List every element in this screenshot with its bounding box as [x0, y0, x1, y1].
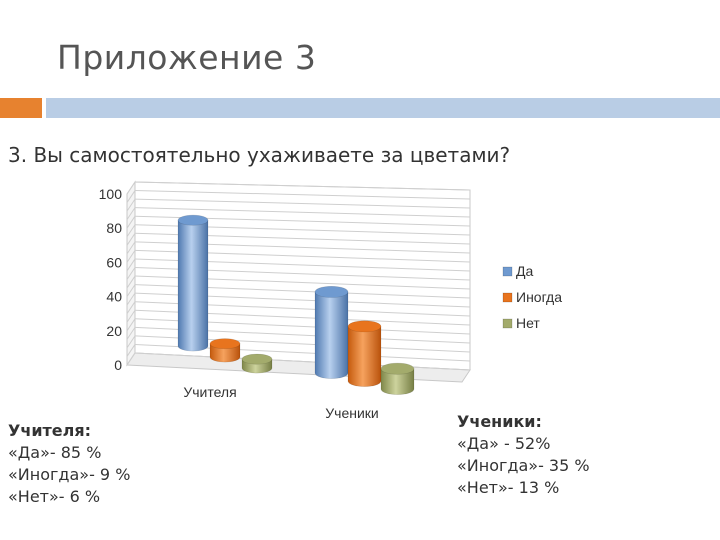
teachers-summary-yes: «Да»- 85 % [8, 443, 102, 462]
gridline-side [126, 250, 136, 263]
y-tick-label: 0 [114, 357, 122, 373]
gridline-side [126, 241, 136, 255]
x-tick-label: Учителя [183, 384, 236, 400]
chart-bars [177, 214, 415, 395]
gridline-side [126, 267, 136, 280]
bar-top [177, 214, 209, 226]
bar-body [177, 219, 209, 352]
gridline-side [126, 318, 136, 332]
gridline-side [126, 275, 136, 289]
legend-item: Нет [502, 315, 540, 331]
legend-swatch [502, 266, 513, 277]
y-axis-ticks: 0 20 40 60 80 100 [99, 186, 123, 373]
students-summary-no: «Нет»- 13 % [457, 478, 560, 497]
teachers-summary-no: «Нет»- 6 % [8, 487, 101, 506]
bar-top [241, 353, 273, 365]
students-summary: Ученики: «Да» - 52% «Иногда»- 35 % «Нет»… [457, 411, 590, 499]
legend-label: Иногда [516, 289, 562, 305]
bar [380, 362, 415, 395]
bar-top [314, 285, 349, 298]
bar-top [380, 362, 415, 375]
bar-body [314, 291, 349, 379]
x-axis-labels: Учителя Ученики [183, 384, 378, 421]
teachers-summary: Учителя: «Да»- 85 % «Иногда»- 9 % «Нет»-… [8, 420, 130, 508]
bar [177, 214, 209, 352]
slide-title: Приложение 3 [57, 38, 317, 77]
bar-top [209, 338, 241, 350]
gridline [134, 207, 471, 218]
gridline-side [126, 190, 136, 203]
gridline-side [126, 352, 136, 366]
legend-label: Да [516, 263, 533, 279]
bar [314, 285, 349, 379]
y-tick-label: 80 [106, 220, 122, 236]
gridline-side [126, 292, 136, 306]
legend-swatch [502, 318, 513, 329]
y-tick-label: 20 [106, 323, 122, 339]
legend-item: Да [502, 263, 533, 279]
y-tick-label: 60 [106, 254, 122, 270]
gridline [134, 198, 471, 209]
gridline-side [126, 181, 136, 195]
y-tick-label: 100 [99, 186, 123, 202]
legend-label: Нет [516, 315, 540, 331]
gridline [134, 181, 471, 191]
accent-bar-orange [0, 98, 42, 118]
gridline-side [126, 258, 136, 272]
gridline-side [126, 309, 136, 323]
legend-item: Иногда [502, 289, 562, 305]
bar-top [347, 320, 382, 333]
bar-body [209, 343, 241, 363]
teachers-summary-heading: Учителя: [8, 421, 92, 440]
chart-legend: Да Иногда Нет [502, 263, 562, 331]
gridline-side [126, 224, 136, 238]
gridline-side [126, 233, 136, 246]
gridline-side [126, 301, 136, 314]
gridline [134, 190, 471, 200]
x-tick-label: Ученики [325, 405, 378, 421]
gridline-side [126, 327, 136, 340]
bar [209, 338, 241, 363]
bar [347, 320, 382, 387]
students-summary-yes: «Да» - 52% [457, 434, 551, 453]
students-summary-heading: Ученики: [457, 412, 542, 431]
gridline-side [126, 335, 136, 349]
gridline-side [126, 215, 136, 229]
gridline-side [126, 344, 136, 357]
y-tick-label: 40 [106, 289, 122, 305]
legend-swatch [502, 292, 513, 303]
gridline-side [126, 284, 136, 297]
bar-body [380, 368, 415, 395]
gridline-side [126, 198, 136, 212]
gridline [134, 352, 471, 371]
teachers-summary-sometimes: «Иногда»- 9 % [8, 465, 131, 484]
students-summary-sometimes: «Иногда»- 35 % [457, 456, 590, 475]
bar-body [347, 326, 382, 387]
question-text: 3. Вы самостоятельно ухаживаете за цвета… [8, 143, 511, 167]
accent-bar-blue [46, 98, 720, 118]
gridline-side [126, 207, 136, 220]
bar [241, 353, 273, 374]
